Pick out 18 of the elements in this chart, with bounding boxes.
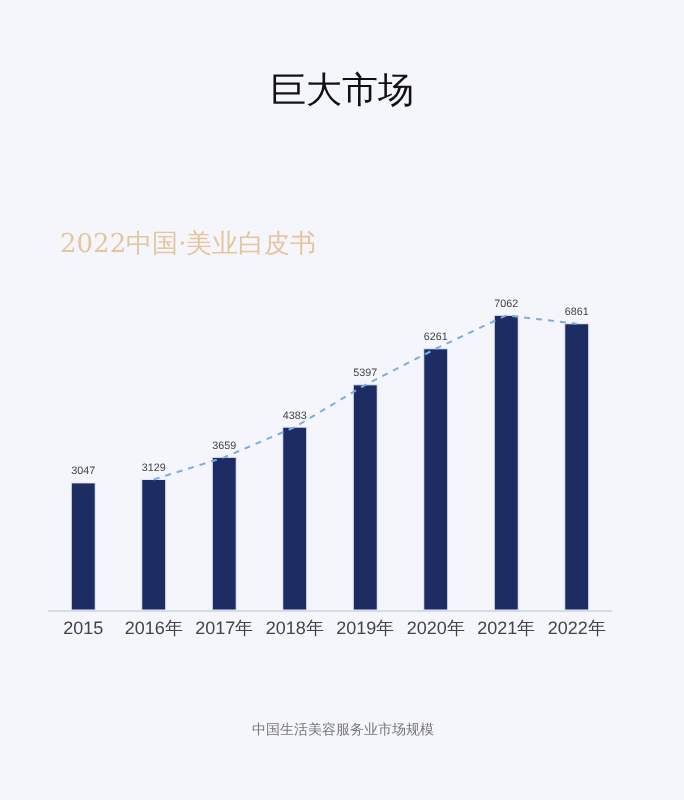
- bar: [423, 348, 449, 610]
- chart-subtitle: 2022中国·美业白皮书: [60, 228, 317, 260]
- bar: [282, 426, 308, 610]
- bar: [70, 482, 96, 610]
- x-tick-label: 2020年: [406, 617, 465, 638]
- x-tick-label: 2018年: [265, 617, 324, 638]
- x-tick-label: 2019年: [336, 617, 395, 638]
- bar: [564, 323, 590, 610]
- x-tick-label: 2022年: [547, 617, 606, 638]
- bar: [493, 314, 519, 610]
- bar: [211, 456, 237, 610]
- bar: [141, 478, 167, 610]
- bar: [352, 384, 378, 610]
- chart-title: 巨大市场: [270, 70, 414, 112]
- x-tick-label: 2017年: [195, 617, 254, 638]
- x-tick-label: 2021年: [477, 617, 536, 638]
- x-tick-label: 2015: [63, 617, 104, 638]
- x-tick-label: 2016年: [124, 617, 183, 638]
